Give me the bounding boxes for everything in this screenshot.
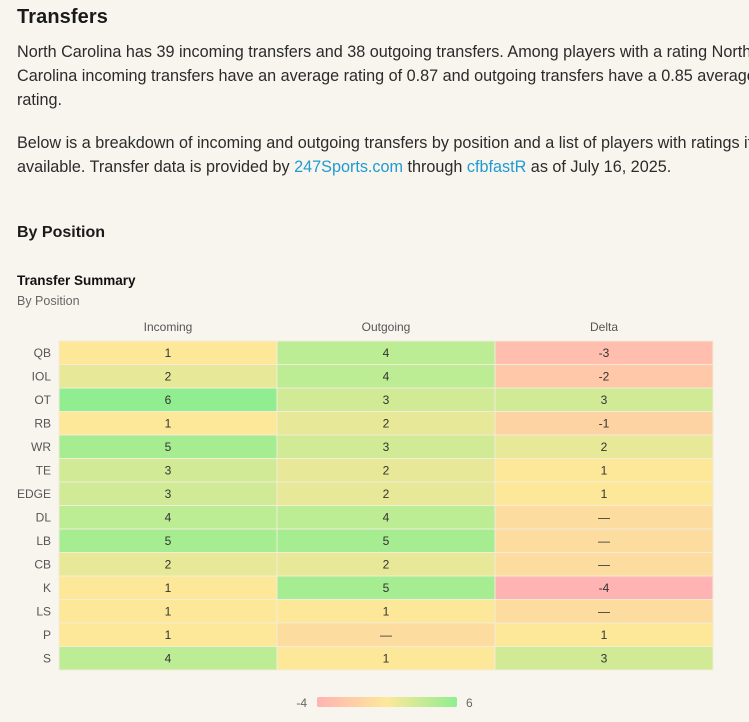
row-label-qb: QB [34, 346, 51, 360]
cell-value-label: 1 [383, 651, 390, 665]
cell-value-label: 1 [601, 628, 608, 642]
heatmap-cells: 1 4 -3 2 4 -2 6 3 3 1 2 -1 5 3 2 3 2 1 3 2 1 4 4 — 5 5 — 2 2 — 1 5 -4 1 1 —… [58, 340, 714, 671]
row-label-s: S [43, 651, 51, 665]
cell-value-label: -2 [599, 369, 610, 383]
legend-min-label: -4 [296, 696, 307, 710]
cell-value-label: -3 [599, 346, 610, 360]
source-text-middle: through [403, 158, 467, 176]
source-text-end: as of July 16, 2025. [526, 158, 672, 176]
section-title: Transfers [17, 6, 108, 28]
cell-value-label: 4 [383, 346, 390, 360]
cell-value-label: — [598, 510, 610, 524]
cell-value-label: 1 [165, 628, 172, 642]
cell-value-label: 3 [601, 393, 608, 407]
cell-value-label: 3 [383, 440, 390, 454]
column-header-incoming: Incoming [144, 320, 193, 334]
cell-value-label: 5 [165, 534, 172, 548]
cell-value-label: -4 [599, 581, 610, 595]
cell-value-label: 2 [383, 463, 390, 477]
cell-value-label: 1 [165, 604, 172, 618]
cell-value-label: 5 [165, 440, 172, 454]
legend-max-label: 6 [466, 696, 473, 710]
cell-value-label: 6 [165, 393, 172, 407]
cell-value-label: 5 [383, 581, 390, 595]
cell-value-label: 2 [165, 557, 172, 571]
chart-subtitle: By Position [17, 294, 80, 308]
cell-value-label: -1 [599, 416, 610, 430]
row-label-iol: IOL [32, 369, 52, 383]
column-header-outgoing: Outgoing [362, 320, 411, 334]
row-label-rb: RB [34, 416, 51, 430]
cell-value-label: 1 [601, 463, 608, 477]
row-label-ls: LS [36, 604, 51, 618]
cell-value-label: 2 [601, 440, 608, 454]
cell-value-label: 4 [165, 651, 172, 665]
chart-title: Transfer Summary [17, 273, 136, 288]
cell-value-label: 4 [165, 510, 172, 524]
cell-value-label: 4 [383, 510, 390, 524]
intro-text: North Carolina has 39 incoming transfers… [17, 43, 749, 109]
cell-value-label: 2 [383, 557, 390, 571]
row-label-k: K [43, 581, 51, 595]
cell-value-label: 2 [383, 487, 390, 501]
cell-value-label: — [598, 604, 610, 618]
cell-value-label: 2 [165, 369, 172, 383]
source-text-start: Below is a breakdown of incoming and out… [17, 134, 749, 176]
cell-value-label: 1 [165, 346, 172, 360]
row-labels: QB IOL OT RB WR TE EDGE DL LB CB K LS PS [17, 346, 52, 666]
row-label-cb: CB [34, 557, 51, 571]
subsection-title: By Position [17, 224, 106, 241]
row-label-ot: OT [34, 393, 51, 407]
cell-value-label: — [598, 557, 610, 571]
row-label-dl: DL [36, 510, 52, 524]
cell-value-label: 3 [383, 393, 390, 407]
cell-value-label: 3 [165, 463, 172, 477]
cell-value-label: 1 [601, 487, 608, 501]
heatmap-cell [494, 646, 714, 671]
cell-value-label: 3 [165, 487, 172, 501]
row-label-te: TE [36, 463, 51, 477]
row-label-wr: WR [31, 440, 51, 454]
column-headers: Incoming Outgoing Delta [144, 320, 619, 334]
cell-value-label: 1 [165, 416, 172, 430]
cell-value-label: 3 [601, 651, 608, 665]
cell-value-label: 4 [383, 369, 390, 383]
cfbfastr-link[interactable]: cfbfastR [466, 158, 527, 176]
row-label-p: P [43, 628, 51, 642]
cell-value-label: — [380, 628, 392, 642]
cell-value-label: 1 [165, 581, 172, 595]
source-paragraph: Below is a breakdown of incoming and out… [17, 131, 749, 179]
color-legend: -4 6 [296, 696, 473, 710]
row-label-lb: LB [36, 534, 51, 548]
legend-gradient-bar [317, 697, 457, 707]
intro-paragraph: North Carolina has 39 incoming transfers… [17, 40, 749, 112]
cell-value-label: — [598, 534, 610, 548]
cell-value-label: 2 [383, 416, 390, 430]
column-header-delta: Delta [590, 320, 618, 334]
cell-value-label: 5 [383, 534, 390, 548]
row-label-edge: EDGE [17, 487, 51, 501]
heatmap-chart: Incoming Outgoing Delta QB IOL OT RB WR TE EDGE D… [17, 320, 714, 710]
247sports-link[interactable]: 247Sports.com [294, 158, 404, 176]
cell-value-label: 1 [383, 604, 390, 618]
